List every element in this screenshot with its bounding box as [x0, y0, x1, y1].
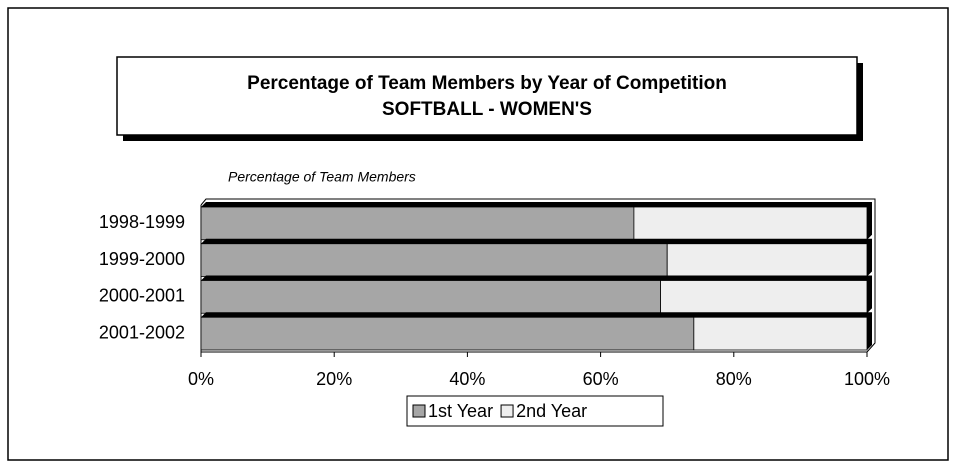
legend-box — [406, 395, 664, 427]
chart-title: Percentage of Team Members by Year of Co… — [247, 73, 727, 94]
bar-segment — [200, 316, 695, 351]
x-tick-label: 0% — [188, 369, 214, 389]
y-tick-label: 1998-1999 — [99, 212, 185, 232]
bar-segment — [200, 280, 661, 314]
bar-segment — [633, 206, 868, 241]
x-tick-label: 100% — [844, 369, 890, 389]
plot-frame — [200, 198, 876, 353]
x-tick-label: 40% — [449, 369, 485, 389]
legend-swatch — [412, 404, 426, 418]
y-tick-label: 2001-2002 — [99, 322, 185, 342]
y-tick-label: 2000-2001 — [99, 286, 185, 306]
bar-segment — [660, 280, 868, 314]
chart-subtitle: SOFTBALL - WOMEN'S — [382, 99, 592, 120]
bar-segment — [200, 206, 635, 241]
bar-segment — [666, 243, 868, 277]
legend-label: 1st Year — [428, 401, 493, 421]
x-tick-label: 20% — [316, 369, 352, 389]
y-tick-label: 1999-2000 — [99, 249, 185, 269]
x-tick-label: 80% — [716, 369, 752, 389]
axis-title: Percentage of Team Members — [228, 169, 416, 185]
bar-segment — [693, 316, 868, 351]
legend-label: 2nd Year — [516, 401, 587, 421]
bar-segment — [200, 243, 668, 277]
x-tick-label: 60% — [583, 369, 619, 389]
title-box — [116, 56, 858, 136]
legend-swatch — [500, 404, 514, 418]
